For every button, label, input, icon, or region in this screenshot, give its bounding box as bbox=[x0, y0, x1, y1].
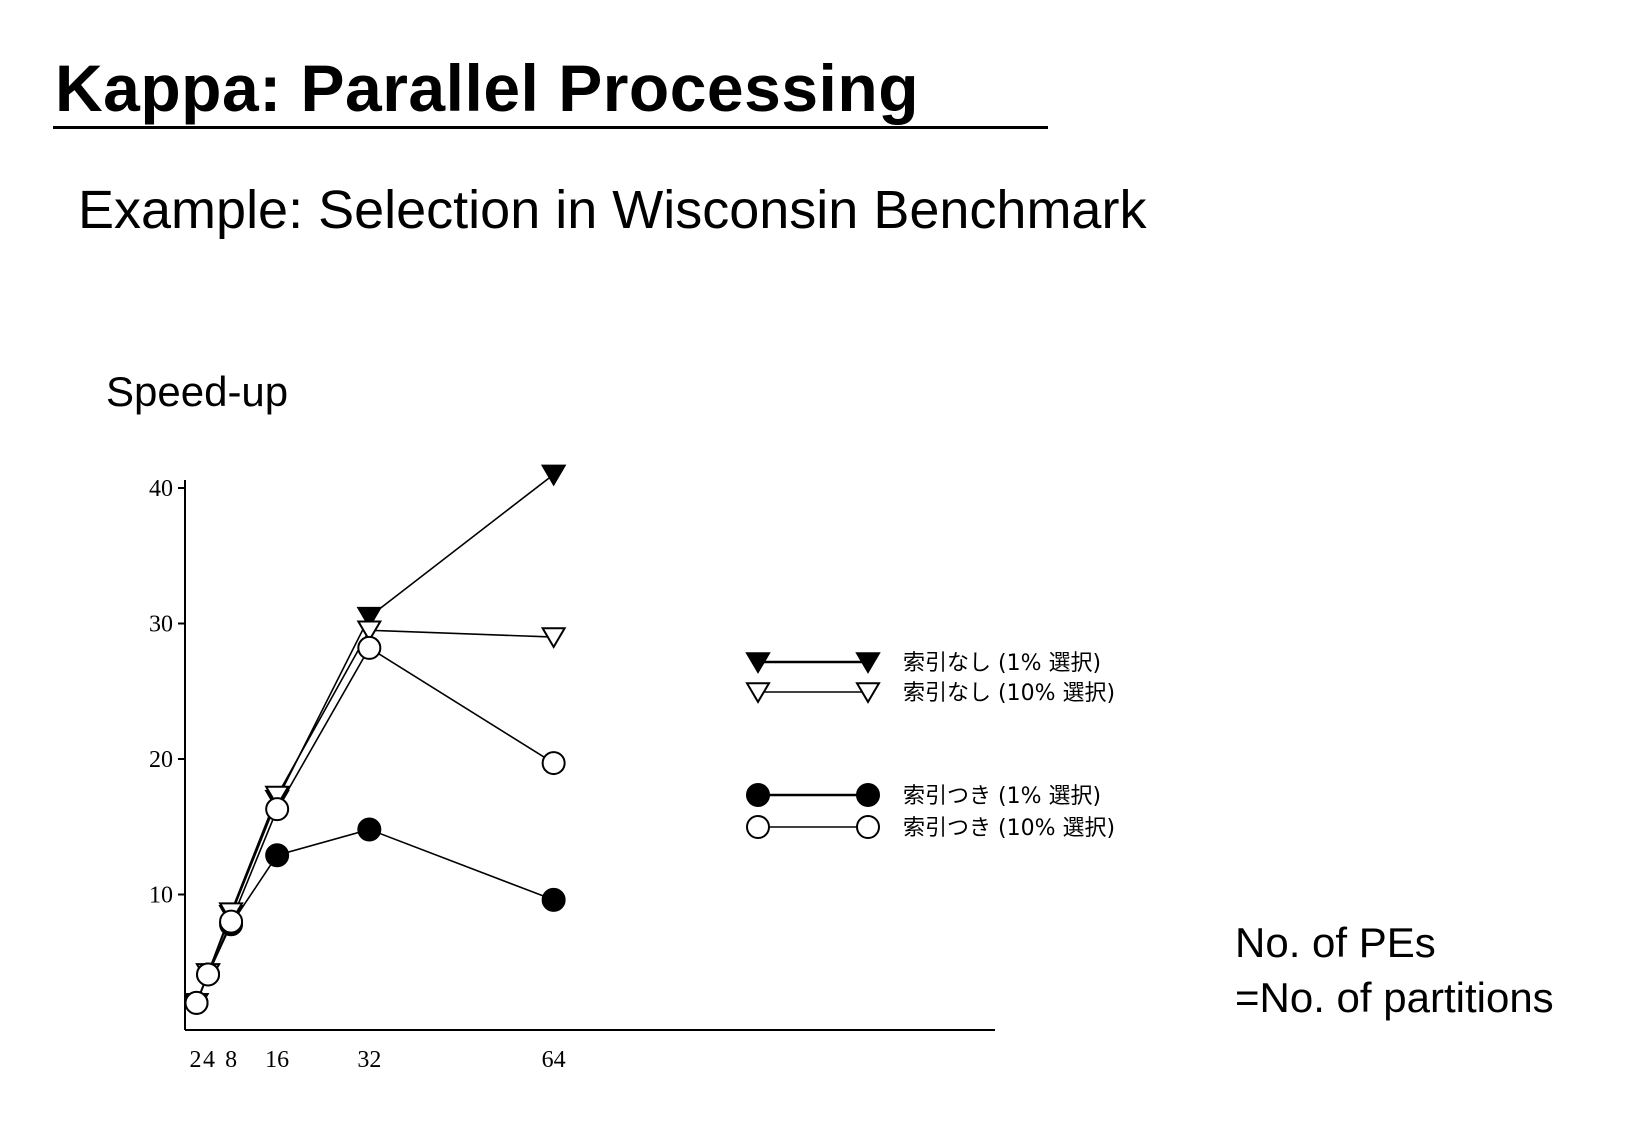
data-point-s2-x16 bbox=[265, 843, 290, 868]
slide-subtitle: Example: Selection in Wisconsin Benchmar… bbox=[78, 180, 1147, 240]
data-point-s0-x32 bbox=[356, 606, 383, 629]
data-point-s3-x32 bbox=[357, 635, 382, 660]
y-axis-title: Speed-up bbox=[106, 368, 289, 415]
slide-title: Kappa: Parallel Processing bbox=[55, 51, 920, 125]
legend-marker-left-2 bbox=[746, 783, 770, 807]
y-tick-label-20: 20 bbox=[149, 747, 173, 773]
legend-marker-right-3 bbox=[856, 815, 880, 839]
data-point-s3-x2 bbox=[184, 990, 209, 1015]
x-tick-label-2: 2 bbox=[190, 1047, 202, 1073]
chart-axes: 10 20 30 40 2 4 8 16 32 64 bbox=[149, 476, 995, 1073]
data-point-s3-x8 bbox=[219, 909, 244, 934]
legend-marker-right-1 bbox=[855, 682, 881, 704]
data-point-s3-x4 bbox=[196, 962, 221, 987]
series-markers bbox=[183, 464, 567, 1015]
x-axis-note-line1: No. of PEs bbox=[1235, 919, 1436, 966]
legend-label-2: 索引つき (1% 選択) bbox=[903, 784, 1101, 809]
series-line-1 bbox=[195, 629, 554, 1004]
data-point-s1-x32 bbox=[356, 620, 383, 643]
y-tick-label-40: 40 bbox=[149, 476, 173, 502]
legend-label-0: 索引なし (1% 選択) bbox=[903, 651, 1101, 676]
series-line-2 bbox=[195, 828, 554, 1004]
legend-marker-right-2 bbox=[856, 783, 880, 807]
x-axis-note-line2: =No. of partitions bbox=[1235, 974, 1554, 1021]
x-tick-label-8: 8 bbox=[225, 1047, 237, 1073]
data-point-s1-x64 bbox=[540, 627, 567, 649]
data-point-s0-x64 bbox=[540, 464, 567, 487]
legend-label-3: 索引つき (10% 選択) bbox=[903, 816, 1115, 841]
x-tick-label-16: 16 bbox=[265, 1047, 289, 1073]
x-tick-label-4: 4 bbox=[203, 1047, 215, 1073]
series-line-0 bbox=[195, 473, 555, 1004]
data-point-s3-x64 bbox=[541, 751, 566, 776]
x-tick-label-64: 64 bbox=[542, 1047, 566, 1073]
y-tick-label-10: 10 bbox=[149, 883, 173, 909]
y-tick-label-30: 30 bbox=[149, 612, 173, 638]
title-underline bbox=[53, 126, 1048, 129]
legend-marker-left-0 bbox=[745, 652, 771, 674]
legend-marker-left-3 bbox=[746, 815, 770, 839]
series-lines bbox=[195, 473, 555, 1004]
data-point-s3-x16 bbox=[265, 797, 290, 822]
data-point-s2-x32 bbox=[357, 817, 382, 842]
x-tick-label-32: 32 bbox=[357, 1047, 381, 1073]
chart-legend: 索引なし (1% 選択) 索引なし (10% 選択) 索引つき (1% 選択) 索引つ… bbox=[745, 651, 1115, 841]
legend-marker-right-0 bbox=[855, 652, 881, 674]
data-point-s2-x64 bbox=[541, 887, 566, 912]
x-axis-note: No. of PEs =No. of partitions bbox=[1235, 915, 1554, 1025]
legend-label-1: 索引なし (10% 選択) bbox=[903, 681, 1115, 706]
legend-marker-left-1 bbox=[745, 682, 771, 704]
data-point-s1-x16 bbox=[264, 785, 290, 808]
